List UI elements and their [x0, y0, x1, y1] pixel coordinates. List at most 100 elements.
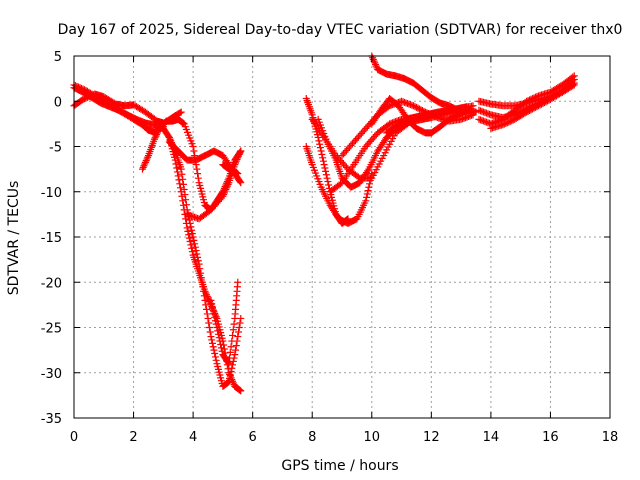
y-tick-label: -15: [41, 231, 62, 246]
data-point: [173, 168, 181, 176]
data-point: [212, 320, 220, 328]
x-tick-label: 8: [308, 430, 316, 445]
data-point: [224, 359, 232, 367]
data-point: [409, 102, 417, 110]
data-point: [139, 163, 147, 171]
data-point: [569, 82, 577, 90]
data-point: [211, 317, 219, 325]
data-point: [186, 238, 194, 246]
data-point: [190, 236, 198, 244]
data-point: [322, 167, 330, 175]
series-track-7: [207, 278, 242, 368]
data-point: [224, 365, 232, 373]
data-point: [201, 287, 209, 295]
data-point: [417, 106, 425, 114]
data-point: [176, 180, 184, 188]
data-point: [203, 292, 211, 300]
data-point: [216, 337, 224, 345]
data-point: [181, 191, 189, 199]
data-point: [138, 165, 146, 173]
data-point: [141, 160, 149, 168]
data-point: [83, 93, 91, 101]
data-point: [362, 143, 370, 150]
data-point: [192, 247, 200, 255]
data-point: [226, 372, 234, 380]
x-tick-label: 6: [249, 430, 257, 445]
data-point: [143, 155, 151, 163]
data-point: [322, 171, 330, 179]
data-point: [225, 369, 233, 377]
data-point: [207, 333, 215, 341]
data-point: [325, 181, 333, 189]
data-point: [348, 140, 356, 148]
data-point: [174, 172, 182, 180]
data-point: [229, 326, 237, 334]
data-point: [505, 118, 513, 126]
data-point: [384, 121, 392, 129]
data-point: [228, 376, 236, 384]
data-point: [213, 324, 221, 331]
data-point: [341, 162, 349, 170]
y-tick-label: 0: [54, 95, 62, 110]
data-point: [203, 291, 211, 299]
data-point: [214, 327, 222, 335]
data-point: [364, 167, 372, 175]
data-point: [176, 109, 184, 117]
data-point: [234, 278, 242, 286]
data-point: [503, 119, 511, 127]
data-point: [226, 348, 234, 356]
data-point: [235, 324, 243, 331]
data-point: [538, 100, 546, 108]
data-point: [502, 119, 510, 127]
data-point: [205, 319, 213, 327]
data-point: [314, 133, 322, 141]
data-point: [345, 143, 353, 151]
data-point: [187, 241, 195, 249]
data-point: [177, 108, 185, 116]
series-track-10: [174, 115, 245, 214]
data-point: [226, 354, 234, 362]
data-point: [209, 307, 217, 315]
data-point: [144, 153, 152, 161]
data-point: [337, 157, 345, 165]
data-point: [151, 134, 159, 142]
data-point: [335, 155, 343, 163]
data-point: [185, 231, 193, 239]
data-point: [362, 197, 370, 205]
x-tick-label: 18: [602, 430, 619, 445]
data-point: [530, 104, 538, 112]
data-point: [82, 94, 90, 102]
data-point: [237, 387, 245, 395]
data-point: [527, 106, 535, 114]
data-point: [173, 164, 181, 172]
data-point: [229, 377, 237, 385]
data-point: [193, 165, 201, 173]
data-point: [172, 160, 180, 168]
data-point: [152, 132, 160, 140]
data-point: [140, 162, 148, 170]
x-tick-label: 10: [364, 430, 381, 445]
data-point: [366, 180, 374, 188]
data-point: [220, 186, 228, 194]
data-point: [332, 152, 340, 160]
data-point: [369, 55, 377, 63]
data-point: [187, 223, 195, 231]
data-point: [190, 147, 198, 155]
data-point: [369, 54, 377, 62]
data-point: [237, 179, 245, 187]
data-point: [188, 248, 196, 256]
data-point: [77, 84, 85, 92]
data-point: [236, 148, 244, 156]
data-point: [316, 140, 324, 148]
data-point: [315, 137, 323, 145]
data-point: [219, 188, 227, 196]
data-point: [222, 181, 230, 189]
data-point: [230, 320, 238, 328]
data-point: [183, 224, 191, 232]
data-point: [189, 143, 197, 150]
data-point: [353, 135, 361, 143]
data-point: [319, 157, 327, 165]
data-point: [365, 121, 373, 129]
data-point: [338, 152, 346, 160]
data-point: [220, 184, 228, 192]
